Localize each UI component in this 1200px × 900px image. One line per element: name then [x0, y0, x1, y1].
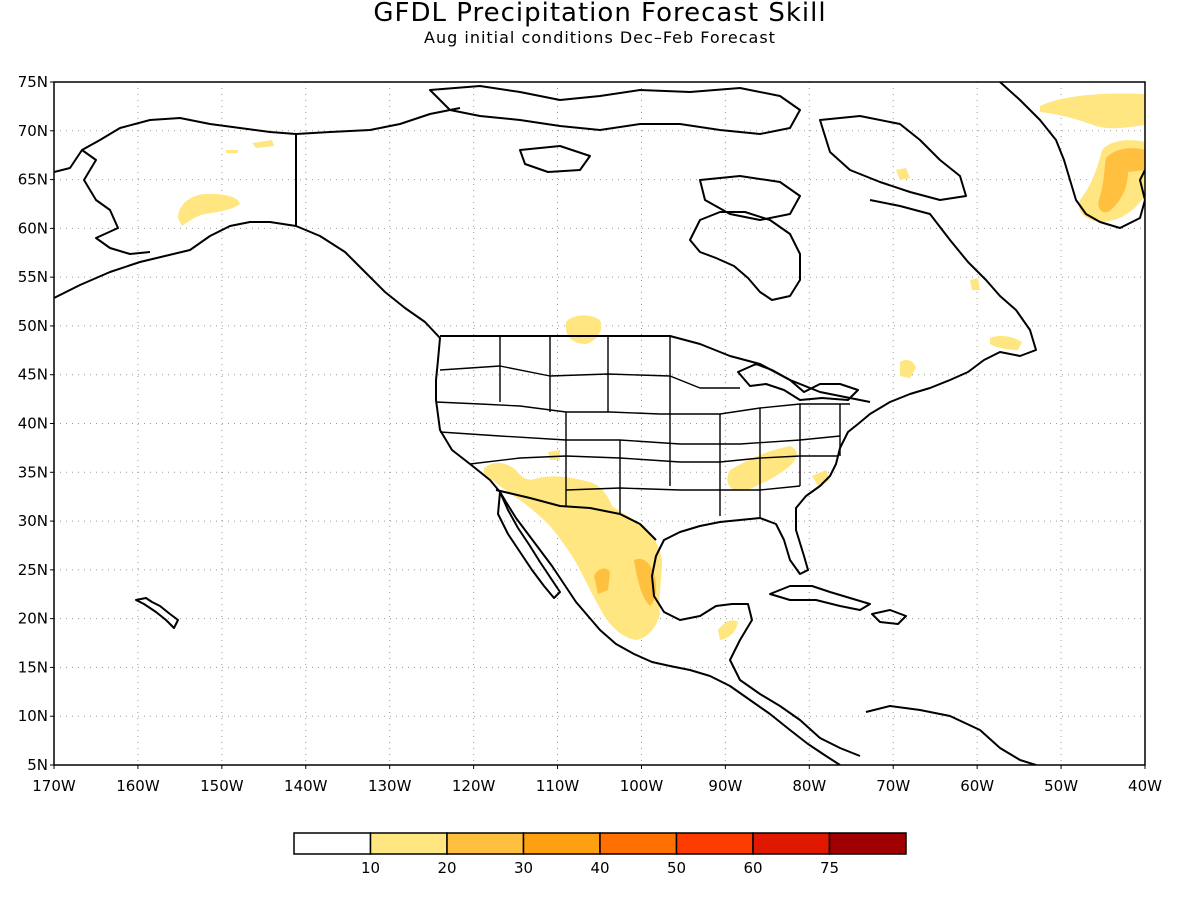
lat-tick-label: 65N: [18, 171, 48, 189]
shade-texas-dot: [548, 450, 560, 460]
colorbar-swatch: [369, 832, 448, 855]
lat-tick-label: 35N: [18, 463, 48, 481]
map-subtitle: Aug initial conditions Dec–Feb Forecast: [424, 28, 776, 47]
colorbar-label: 30: [514, 859, 533, 877]
shade-alaska-north: [252, 140, 274, 148]
lat-tick-label: 30N: [18, 512, 48, 530]
coastlines: [54, 82, 1145, 765]
colorbar-swatch: [522, 832, 601, 855]
coast-alaska-north: [54, 107, 461, 173]
shade-prairies: [565, 315, 602, 344]
coast-arctic-4: [819, 115, 967, 201]
colorbar-label: 40: [590, 859, 609, 877]
lon-tick-label: 50W: [1044, 777, 1078, 795]
shade-southwest-mexico: [484, 462, 662, 640]
skill-shading: [178, 93, 1145, 640]
lon-tick-label: 70W: [876, 777, 910, 795]
lat-tick-label: 10N: [18, 707, 48, 725]
lat-tick-label: 25N: [18, 561, 48, 579]
lon-tick-label: 150W: [200, 777, 244, 795]
state-borders: [435, 336, 850, 518]
coast-baja: [497, 491, 561, 599]
shade-alaska: [178, 193, 240, 226]
coast-alaska: [54, 221, 507, 503]
shade-greenland-east-dark: [1098, 148, 1145, 213]
lon-tick-label: 170W: [32, 777, 76, 795]
colorbar-label: 50: [667, 859, 686, 877]
coast-greenland: [999, 82, 1145, 229]
colorbar-label: 75: [820, 859, 839, 877]
coast-arctic-3: [519, 145, 591, 173]
colorbar-label: 20: [437, 859, 456, 877]
lon-tick-label: 80W: [792, 777, 826, 795]
shade-new-england: [900, 360, 916, 378]
map-grid: [54, 82, 1145, 765]
colorbar-swatch: [675, 832, 754, 855]
lon-tick-label: 160W: [116, 777, 160, 795]
shade-yucatan: [718, 620, 738, 640]
colorbar-swatch: [446, 832, 525, 855]
shade-alaska-dot: [226, 150, 238, 153]
colorbar: 10 20 30 40 50 60 75: [293, 832, 907, 877]
map-title: GFDL Precipitation Forecast Skill: [373, 0, 827, 28]
lon-tick-label: 120W: [452, 777, 496, 795]
lat-tick-label: 50N: [18, 317, 48, 335]
shade-newfoundland: [990, 335, 1022, 350]
longitude-labels: 170W 160W 150W 140W 130W 120W 110W 100W 90W 80W 70…: [32, 765, 1162, 795]
lat-tick-label: 45N: [18, 366, 48, 384]
lat-tick-label: 20N: [18, 610, 48, 628]
lat-tick-label: 15N: [18, 658, 48, 676]
coast-arctic-1: [429, 85, 801, 135]
latitude-labels: 5N 10N 15N 20N 25N 30N 35N 40N 45N 50N 55N 60N 65N 70…: [18, 73, 54, 774]
coast-east-canada: [651, 199, 1037, 757]
coast-cuba: [769, 585, 871, 611]
lon-tick-label: 90W: [708, 777, 742, 795]
coast-mexico-pacific: [505, 501, 841, 765]
map-frame: [53, 81, 1146, 766]
shade-carolina: [812, 470, 830, 486]
lat-tick-label: 55N: [18, 268, 48, 286]
lon-tick-label: 110W: [536, 777, 580, 795]
lat-tick-label: 75N: [18, 73, 48, 91]
lat-tick-label: 5N: [27, 756, 48, 774]
great-lakes: [737, 363, 859, 401]
colorbar-swatch: [599, 832, 678, 855]
lat-tick-label: 60N: [18, 219, 48, 237]
colorbar-swatch: [752, 832, 831, 855]
lat-tick-label: 40N: [18, 415, 48, 433]
shade-greenland-north: [1040, 93, 1145, 129]
lon-tick-label: 130W: [368, 777, 412, 795]
shade-mexico-dark-east: [634, 558, 657, 606]
colorbar-swatch: [293, 832, 372, 855]
coast-alaska-west: [81, 149, 151, 255]
lon-tick-label: 100W: [620, 777, 664, 795]
lat-tick-label: 70N: [18, 122, 48, 140]
lon-tick-label: 60W: [960, 777, 994, 795]
border-us-mexico: [495, 489, 657, 541]
shade-southeast-us: [727, 446, 797, 491]
lon-tick-label: 40W: [1128, 777, 1162, 795]
coast-hispaniola: [871, 609, 907, 625]
colorbar-label: 60: [743, 859, 762, 877]
coast-hudson-bay: [689, 211, 801, 301]
shade-labrador: [970, 278, 980, 290]
colorbar-swatch: [828, 832, 907, 855]
shade-hudson-east: [896, 168, 910, 180]
colorbar-label: 10: [361, 859, 380, 877]
coast-south-america: [865, 705, 1037, 765]
coast-hawaii: [135, 597, 179, 629]
coast-arctic-2: [699, 175, 801, 221]
shade-mexico-dark-west: [594, 568, 610, 594]
lon-tick-label: 140W: [284, 777, 328, 795]
